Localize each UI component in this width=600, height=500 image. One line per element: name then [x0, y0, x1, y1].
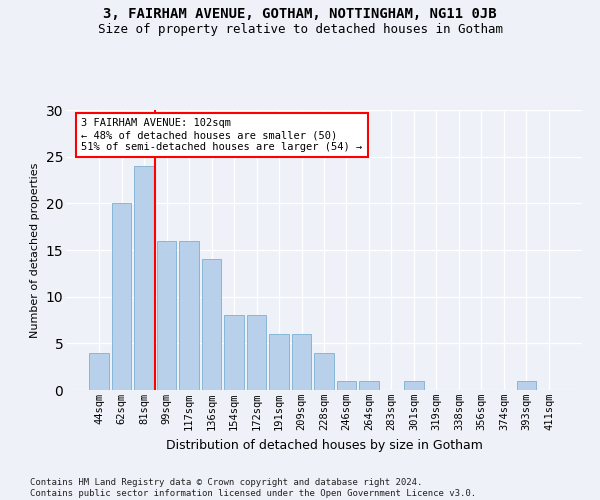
Bar	[224, 316, 244, 390]
Text: Contains HM Land Registry data © Crown copyright and database right 2024.
Contai: Contains HM Land Registry data © Crown c…	[30, 478, 476, 498]
Bar	[112, 204, 131, 390]
Text: 3 FAIRHAM AVENUE: 102sqm
← 48% of detached houses are smaller (50)
51% of semi-d: 3 FAIRHAM AVENUE: 102sqm ← 48% of detach…	[82, 118, 363, 152]
Bar	[179, 240, 199, 390]
Bar	[202, 260, 221, 390]
Bar	[292, 334, 311, 390]
Text: Size of property relative to detached houses in Gotham: Size of property relative to detached ho…	[97, 22, 503, 36]
Bar	[157, 240, 176, 390]
Bar	[314, 352, 334, 390]
Bar	[359, 380, 379, 390]
Y-axis label: Number of detached properties: Number of detached properties	[30, 162, 40, 338]
X-axis label: Distribution of detached houses by size in Gotham: Distribution of detached houses by size …	[166, 438, 482, 452]
Bar	[247, 316, 266, 390]
Bar	[134, 166, 154, 390]
Text: 3, FAIRHAM AVENUE, GOTHAM, NOTTINGHAM, NG11 0JB: 3, FAIRHAM AVENUE, GOTHAM, NOTTINGHAM, N…	[103, 8, 497, 22]
Bar	[269, 334, 289, 390]
Bar	[89, 352, 109, 390]
Bar	[404, 380, 424, 390]
Bar	[517, 380, 536, 390]
Bar	[337, 380, 356, 390]
